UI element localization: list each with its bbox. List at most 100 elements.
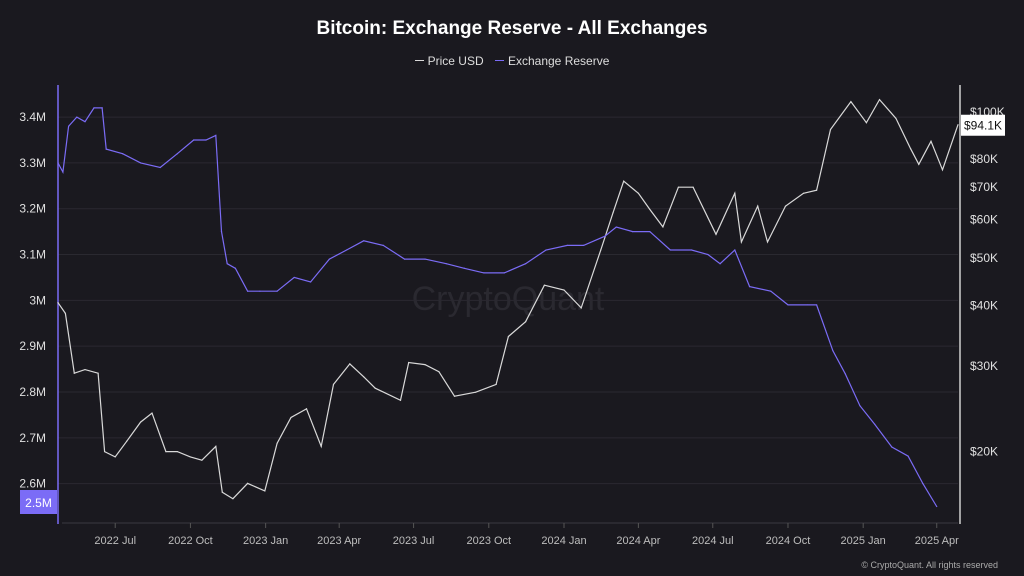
reserve-point (193, 139, 195, 141)
price-point (649, 208, 651, 211)
reserve-point (247, 290, 249, 292)
reserve-point (93, 107, 95, 109)
price-point (543, 284, 545, 286)
reserve-point (403, 258, 406, 260)
reserve-point (545, 249, 547, 251)
reserve-point (62, 171, 64, 173)
price-point (290, 416, 292, 419)
right-tick-label: $70K (970, 180, 998, 194)
left-tick-label: 3.1M (19, 248, 46, 262)
reserve-point (524, 263, 527, 265)
price-point (453, 395, 456, 397)
copyright-footer: © CryptoQuant. All rights reserved (861, 560, 998, 570)
price-point (784, 205, 787, 207)
reserve-point (220, 231, 223, 233)
reserve-point (84, 121, 86, 123)
x-tick-label: 2023 Jul (393, 535, 435, 547)
left-tick-label: 3.2M (19, 202, 46, 216)
x-tick-label: 2024 Oct (766, 535, 811, 547)
reserve-point (690, 249, 693, 251)
price-point (165, 450, 167, 453)
left-tick-label: 2.9M (19, 339, 46, 353)
reserve-point (293, 276, 295, 279)
price-point (495, 383, 497, 385)
reserve-point (215, 134, 217, 137)
price-point (623, 180, 625, 182)
reserve-point (734, 249, 736, 251)
price-point (189, 456, 192, 458)
legend-label-reserve: Exchange Reserve (507, 53, 610, 68)
price-point (475, 391, 477, 393)
price-point (349, 363, 351, 365)
right-tick-label: $30K (970, 359, 998, 373)
price-point (829, 128, 832, 131)
price-point (865, 122, 868, 124)
reserve-point (105, 148, 107, 150)
price-point (424, 364, 426, 366)
price-point (637, 192, 639, 194)
price-point (662, 226, 664, 228)
price-point (895, 117, 897, 119)
price-point (563, 289, 565, 291)
right-tick-label: $60K (970, 213, 998, 227)
price-point (57, 302, 59, 304)
reserve-point (844, 373, 846, 375)
right-tick-label: $80K (970, 152, 998, 166)
left-tick-label: 3.3M (19, 156, 46, 170)
reserve-point (874, 423, 876, 425)
x-tick-label: 2022 Jul (94, 535, 136, 547)
price-point (276, 442, 278, 444)
legend-item-price[interactable]: Price USD (414, 53, 484, 68)
legend: Price USD Exchange Reserve (0, 50, 1024, 68)
reserve-point (806, 304, 809, 306)
reserve-point (719, 263, 721, 265)
reserve-point (936, 505, 938, 508)
reserve-point (832, 350, 834, 352)
reserve-point (159, 166, 161, 169)
reserve-point (309, 281, 312, 283)
legend-item-reserve[interactable]: Exchange Reserve (494, 53, 610, 68)
reserve-point (604, 235, 606, 237)
legend-label-price: Price USD (427, 53, 484, 68)
reserve-point (503, 272, 505, 274)
reserve-point (176, 153, 178, 155)
x-tick-label: 2025 Jan (841, 535, 886, 547)
left-tick-label: 2.7M (19, 431, 46, 445)
price-point (332, 383, 335, 385)
price-point (247, 482, 249, 485)
price-point (221, 491, 223, 493)
reserve-point (922, 483, 924, 485)
price-point (757, 205, 759, 207)
price-point (114, 456, 116, 458)
reserve-point (891, 446, 893, 448)
reserve-point (226, 263, 228, 265)
price-point (612, 212, 614, 214)
reserve-point (68, 125, 70, 127)
reserve-point (328, 258, 330, 260)
price-point (151, 412, 153, 414)
price-point (580, 307, 582, 309)
price-point (815, 189, 818, 191)
reserve-point (787, 304, 789, 306)
price-point (97, 372, 99, 374)
reserve-point (859, 405, 861, 407)
x-tick-label: 2023 Oct (466, 535, 511, 547)
reserve-point (907, 455, 909, 457)
price-point (957, 124, 959, 126)
reserve-point (57, 162, 59, 164)
left-tick-label: 3M (29, 293, 46, 307)
reserve-point (615, 226, 617, 228)
price-point (201, 459, 203, 461)
reserve-point (770, 290, 772, 292)
price-point (363, 376, 365, 378)
reserve-point (632, 231, 634, 233)
reserve-point (259, 290, 261, 292)
x-tick-label: 2023 Jan (243, 535, 288, 547)
current-price-badge (961, 114, 1005, 136)
reserve-point (205, 139, 207, 141)
price-point (73, 372, 75, 374)
right-tick-label: $20K (970, 445, 998, 459)
price-point (176, 450, 178, 453)
reserve-point (382, 244, 384, 246)
left-tick-label: 3.4M (19, 110, 46, 124)
